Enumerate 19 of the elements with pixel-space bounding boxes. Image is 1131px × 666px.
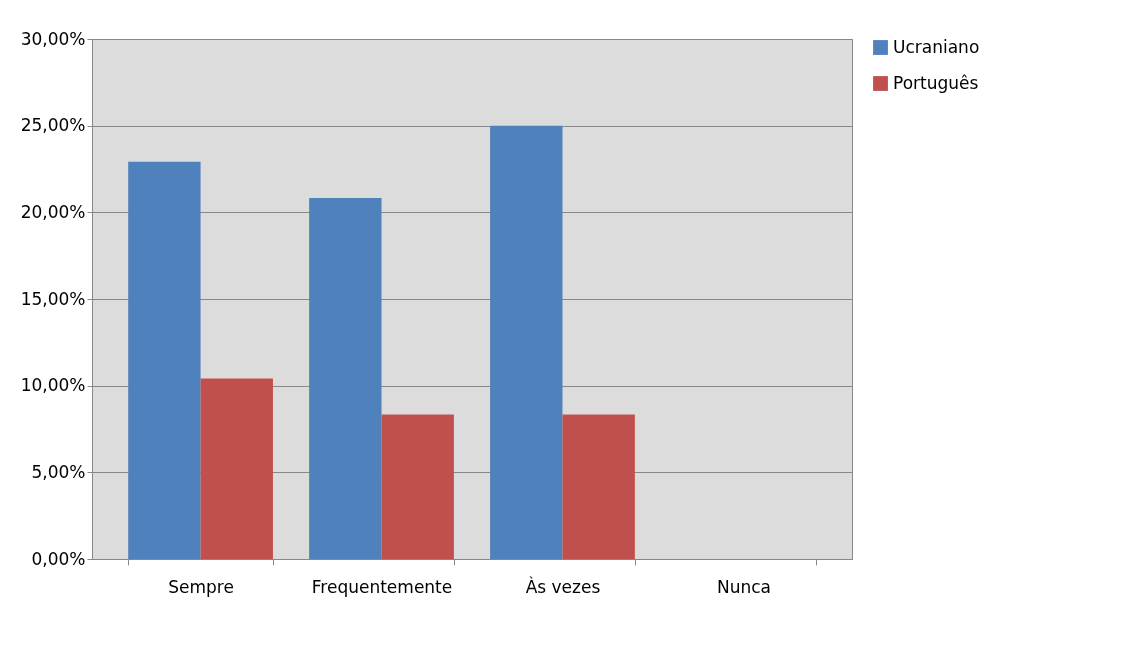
bar [381,414,454,559]
bar [200,378,273,559]
y-tick-label: 25,00% [20,115,86,136]
y-tick-label: 10,00% [20,375,86,396]
x-tick-label: Nunca [716,576,771,597]
x-tick-label: Sempre [168,576,234,597]
legend-label: Ucraniano [893,36,980,57]
y-tick-label: 0,00% [31,548,86,569]
y-tick-label: 20,00% [20,201,86,222]
y-tick-label: 30,00% [20,28,86,49]
y-tick-label: 5,00% [31,461,86,482]
bar [490,125,563,559]
bar [562,414,635,559]
x-tick-label: Frequentemente [311,576,453,597]
y-tick-label: 15,00% [20,288,86,309]
bar [309,197,382,559]
x-tick-label: Às vezes [525,575,601,597]
legend-label: Português [893,72,979,93]
bar [128,161,201,559]
